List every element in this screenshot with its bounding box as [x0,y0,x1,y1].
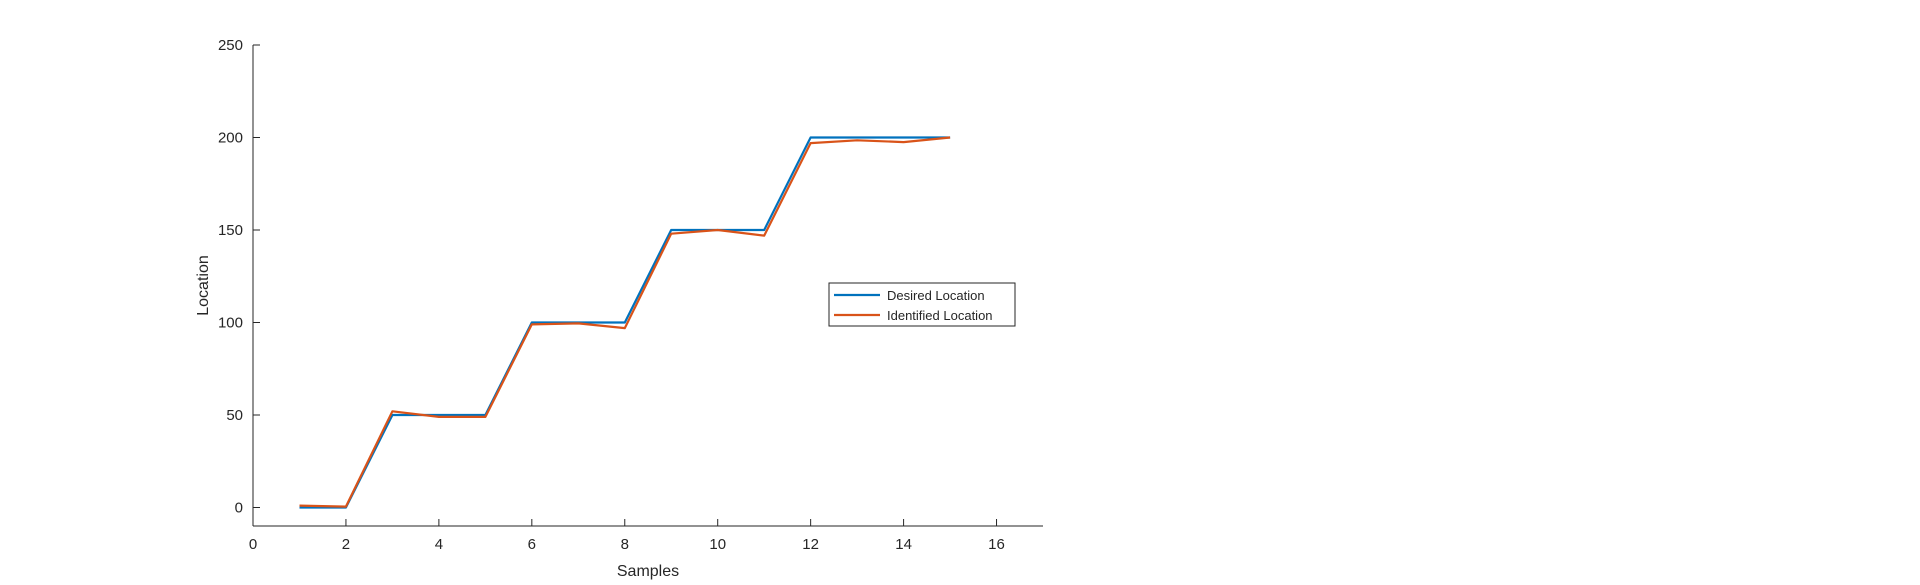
x-tick-label: 4 [435,536,443,553]
x-tick-label: 12 [802,536,819,553]
axes-layer: 0 2 4 6 8 10 12 14 16 0 50 100 150 200 250 [218,37,1043,553]
legend-label-desired: Desired Location [887,288,985,303]
y-tick-label: 100 [218,315,243,332]
y-tick-label: 50 [226,407,243,424]
legend: Desired Location Identified Location [828,282,1016,327]
series-layer [299,136,951,509]
y-tick-label: 0 [235,500,243,517]
x-tick-label: 16 [988,536,1005,553]
x-tick-label: 10 [709,536,726,553]
series-line-desired [299,136,951,509]
y-tick-label: 200 [218,130,243,147]
legend-box [828,282,1016,327]
x-tick-label: 14 [895,536,912,553]
y-tick-label: 250 [218,37,243,54]
y-axis-label: Location [195,255,212,316]
y-tick-label: 150 [218,222,243,239]
legend-label-identified: Identified Location [887,308,993,323]
x-tick-label: 6 [528,536,536,553]
x-tick-label: 8 [621,536,629,553]
x-tick-label: 2 [342,536,350,553]
x-tick-label: 0 [249,536,257,553]
x-axis-label: Samples [617,563,679,580]
series-line-identified [299,136,951,508]
